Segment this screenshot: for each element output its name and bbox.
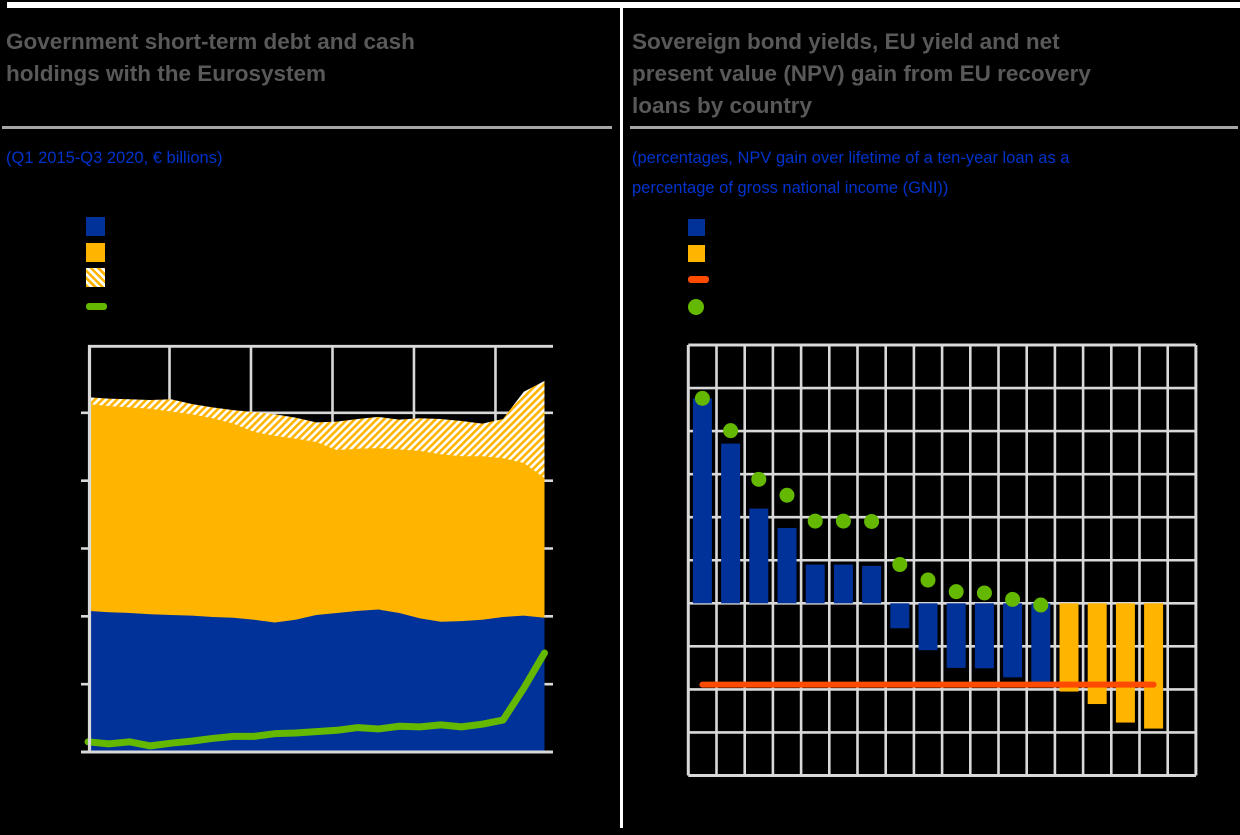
bar-col-17 — [1144, 603, 1164, 729]
left-title-rule — [2, 126, 612, 129]
bar-col-12 — [1003, 603, 1023, 678]
npv-dot-3 — [751, 471, 767, 487]
bar-col-10 — [946, 603, 966, 668]
bar-col-4 — [777, 527, 797, 604]
npv-dot-4 — [779, 487, 795, 503]
right-title-rule — [630, 126, 1238, 129]
left-chart-svg — [81, 344, 553, 754]
npv-dot-10 — [948, 584, 964, 600]
left-chart-title: Government short-term debt and cash hold… — [6, 29, 415, 86]
bar-col-8 — [890, 603, 910, 629]
bar-col-11 — [974, 603, 994, 669]
npv-dot-8 — [892, 557, 908, 573]
bar-col-16 — [1115, 603, 1135, 723]
npv-dot-1 — [694, 390, 710, 406]
left-legend-swatch-line-4 — [86, 303, 107, 310]
bar-col-1 — [692, 398, 712, 604]
left-legend-swatch-hatched-square-3 — [86, 268, 105, 287]
bar-col-2 — [721, 443, 741, 604]
right-legend-swatch-square-1 — [688, 219, 705, 236]
top-strip — [7, 2, 1240, 8]
bar-col-6 — [833, 564, 853, 604]
right-chart-title: Sovereign bond yields, EU yield and net … — [632, 29, 1091, 118]
left-legend-swatch-square-1 — [86, 217, 105, 236]
right-legend-swatch-dot-4 — [688, 299, 704, 315]
bar-col-5 — [805, 564, 825, 604]
npv-dot-11 — [976, 585, 992, 601]
right-chart-subtitle: (percentages, NPV gain over lifetime of … — [632, 149, 1070, 197]
right-legend-swatch-line-3 — [688, 276, 709, 283]
npv-dot-13 — [1033, 597, 1049, 613]
bar-col-3 — [749, 508, 769, 604]
bar-col-9 — [918, 603, 938, 651]
bar-col-15 — [1087, 603, 1107, 705]
right-legend-swatch-square-2 — [688, 245, 705, 262]
panel-divider — [620, 8, 623, 828]
bar-col-13 — [1031, 603, 1051, 686]
npv-dot-2 — [723, 423, 739, 439]
npv-dot-6 — [835, 513, 851, 529]
right-chart-svg — [686, 343, 1198, 777]
left-legend-swatch-square-2 — [86, 243, 105, 262]
bar-col-7 — [862, 565, 882, 604]
npv-dot-5 — [807, 513, 823, 529]
npv-dot-9 — [920, 572, 936, 588]
npv-dot-7 — [864, 514, 880, 530]
left-chart-subtitle: (Q1 2015-Q3 2020, € billions) — [6, 149, 223, 167]
npv-dot-12 — [1005, 591, 1021, 607]
bar-col-14 — [1059, 603, 1079, 692]
